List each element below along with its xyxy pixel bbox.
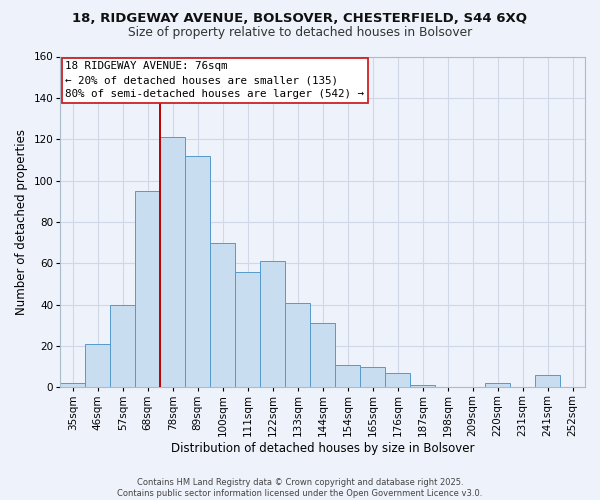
Bar	[85, 344, 110, 388]
Bar	[485, 383, 510, 388]
Text: 18, RIDGEWAY AVENUE, BOLSOVER, CHESTERFIELD, S44 6XQ: 18, RIDGEWAY AVENUE, BOLSOVER, CHESTERFI…	[73, 12, 527, 26]
Bar	[60, 383, 85, 388]
Bar	[285, 302, 310, 388]
Bar	[335, 364, 360, 388]
X-axis label: Distribution of detached houses by size in Bolsover: Distribution of detached houses by size …	[171, 442, 475, 455]
Bar	[360, 366, 385, 388]
Bar	[210, 242, 235, 388]
Bar	[310, 324, 335, 388]
Bar	[135, 191, 160, 388]
Bar	[235, 272, 260, 388]
Text: Contains HM Land Registry data © Crown copyright and database right 2025.
Contai: Contains HM Land Registry data © Crown c…	[118, 478, 482, 498]
Text: 18 RIDGEWAY AVENUE: 76sqm
← 20% of detached houses are smaller (135)
80% of semi: 18 RIDGEWAY AVENUE: 76sqm ← 20% of detac…	[65, 62, 364, 100]
Bar	[260, 261, 285, 388]
Bar	[535, 375, 560, 388]
Y-axis label: Number of detached properties: Number of detached properties	[15, 129, 28, 315]
Bar	[160, 137, 185, 388]
Bar	[385, 373, 410, 388]
Bar	[185, 156, 210, 388]
Bar	[110, 304, 135, 388]
Bar	[410, 386, 435, 388]
Text: Size of property relative to detached houses in Bolsover: Size of property relative to detached ho…	[128, 26, 472, 39]
